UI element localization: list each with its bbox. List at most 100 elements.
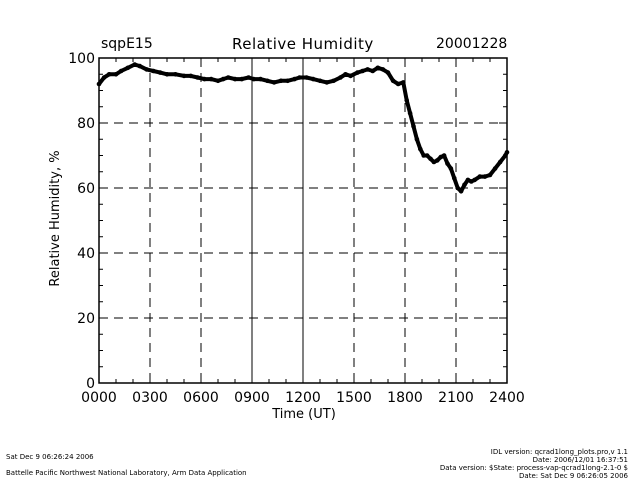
- x-tick-label: 1200: [285, 390, 321, 406]
- data-point: [448, 166, 454, 171]
- data-point: [215, 78, 221, 84]
- data-point: [225, 75, 231, 80]
- data-point: [297, 75, 302, 80]
- data-point: [428, 156, 433, 162]
- data-point: [132, 62, 137, 67]
- data-point: [472, 177, 478, 183]
- data-point: [106, 72, 112, 77]
- data-point: [411, 124, 416, 129]
- data-point: [96, 81, 102, 87]
- data-point: [414, 137, 420, 142]
- data-point: [304, 75, 309, 80]
- data-point: [278, 78, 284, 84]
- data-point: [125, 65, 131, 71]
- x-axis-label: Time (UT): [271, 407, 336, 422]
- data-point: [445, 161, 450, 166]
- footer-data-date: Date: Sat Dec 9 06:26:05 2006: [519, 472, 628, 480]
- data-point: [462, 182, 467, 188]
- footer-idl-version: IDL version: qcrad1long_plots.pro,v 1.1: [490, 448, 628, 456]
- data-point: [401, 80, 406, 85]
- data-point: [195, 75, 200, 80]
- data-point: [220, 76, 226, 82]
- data-point: [504, 150, 510, 155]
- data-point: [188, 73, 194, 79]
- data-point: [370, 68, 376, 74]
- data-point: [157, 70, 163, 75]
- chart-title: Relative Humidity: [232, 35, 374, 53]
- x-tick-label: 1800: [387, 390, 423, 406]
- x-tick-label: 0900: [234, 390, 270, 406]
- data-point: [101, 75, 107, 80]
- data-point: [355, 70, 360, 75]
- data-point: [151, 68, 156, 74]
- x-tick-label: 0000: [81, 390, 117, 406]
- data-point: [265, 78, 270, 84]
- data-point: [360, 68, 365, 74]
- data-point: [424, 153, 430, 158]
- y-tick-label: 60: [77, 181, 95, 197]
- data-point: [477, 174, 483, 179]
- data-point: [118, 68, 124, 74]
- x-tick-label: 2400: [489, 390, 525, 406]
- data-point: [385, 70, 391, 75]
- footer-data-version: Data version: $State: process-vap-qcrad1…: [439, 464, 628, 472]
- data-point: [144, 67, 149, 72]
- data-point: [390, 78, 396, 84]
- data-point: [441, 153, 447, 158]
- y-tick-label: 80: [77, 116, 95, 132]
- data-point: [246, 75, 251, 80]
- footer-lab-credit: Battelle Pacific Northwest National Labo…: [6, 469, 247, 477]
- data-point: [338, 75, 343, 80]
- data-point: [324, 80, 330, 85]
- data-point: [492, 166, 498, 171]
- y-tick-label: 40: [77, 246, 95, 262]
- data-point: [452, 176, 457, 181]
- data-point: [404, 98, 410, 103]
- data-point: [137, 63, 143, 69]
- x-tick-label: 0300: [132, 390, 168, 406]
- data-point: [202, 76, 207, 82]
- x-tick-label: 1500: [336, 390, 372, 406]
- y-tick-label: 100: [68, 51, 95, 67]
- data-point: [375, 65, 381, 71]
- site-label: sqpE15: [101, 36, 153, 52]
- data-point: [292, 76, 297, 82]
- x-tick-label: 0600: [183, 390, 219, 406]
- data-point: [348, 73, 353, 79]
- data-point: [113, 72, 119, 77]
- date-label: 20001228: [436, 36, 508, 52]
- data-point: [497, 159, 503, 165]
- y-axis-label: Relative Humidity, %: [48, 150, 63, 286]
- data-point: [208, 76, 214, 82]
- data-point: [458, 189, 464, 194]
- data-point: [421, 153, 427, 158]
- data-point: [181, 73, 187, 79]
- data-point: [239, 76, 245, 82]
- data-point: [435, 158, 440, 163]
- data-point: [395, 81, 401, 87]
- data-point: [258, 76, 263, 82]
- data-point: [365, 67, 370, 72]
- data-point: [271, 80, 277, 85]
- data-point: [317, 78, 323, 84]
- data-point: [331, 78, 336, 84]
- data-point: [407, 111, 413, 116]
- data-point: [455, 185, 461, 191]
- data-point: [173, 72, 178, 77]
- data-point: [285, 78, 291, 84]
- data-point: [482, 174, 488, 179]
- data-point: [487, 172, 493, 178]
- data-point: [418, 146, 423, 152]
- y-tick-label: 20: [77, 311, 95, 327]
- footer-timestamp: Sat Dec 9 06:26:24 2006: [6, 453, 94, 461]
- footer-idl-date: Date: 2006/12/01 16:37:51: [532, 456, 628, 464]
- data-point: [380, 67, 386, 72]
- data-point: [232, 76, 238, 82]
- data-point: [343, 72, 348, 77]
- data-point: [251, 76, 256, 82]
- x-tick-label: 2100: [438, 390, 474, 406]
- y-tick-label: 0: [86, 376, 95, 392]
- data-point: [310, 76, 316, 82]
